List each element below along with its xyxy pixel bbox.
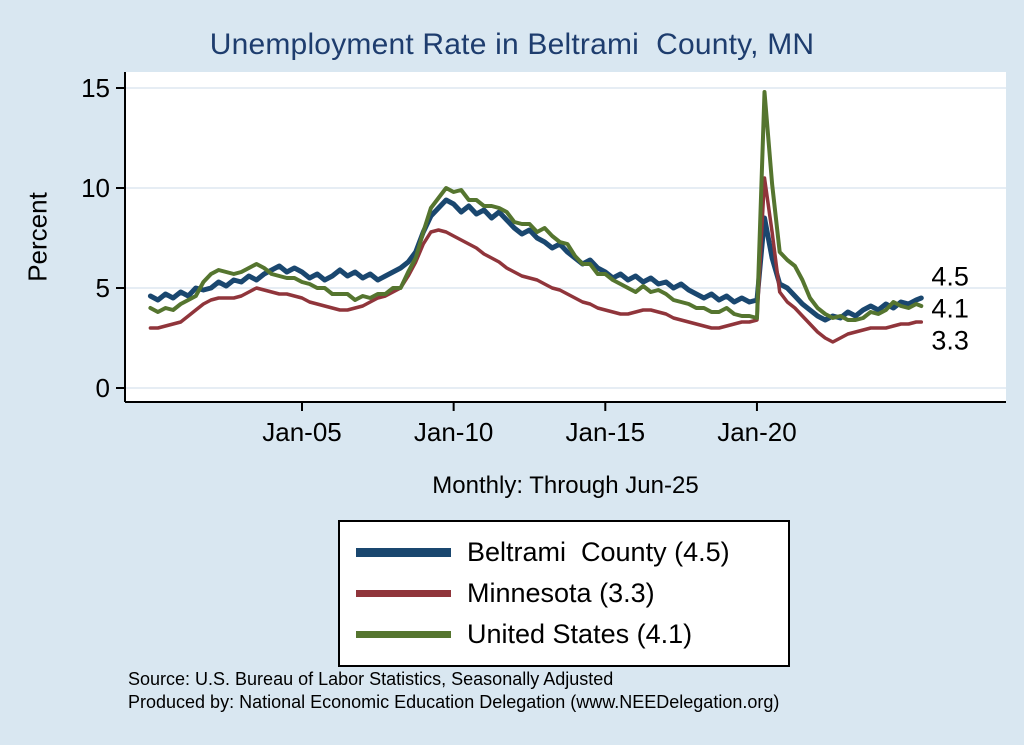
legend-label-beltrami-county: Beltrami County (4.5)	[467, 537, 730, 567]
y-tick-label: 0	[96, 373, 110, 403]
legend-label-minnesota: Minnesota (3.3)	[467, 578, 655, 608]
chart-title: Unemployment Rate in Beltrami County, MN	[209, 28, 815, 61]
end-label: 4.5	[931, 262, 969, 292]
series-line-1	[148, 176, 924, 344]
legend-label-united-states: United States (4.1)	[467, 619, 693, 649]
end-label: 4.1	[931, 294, 969, 324]
chart-subtitle: Monthly: Through Jun-25	[432, 472, 699, 499]
series-line-2	[148, 90, 924, 322]
x-tick-label: Jan-05	[262, 417, 342, 447]
produced-by-note: Produced by: National Economic Education…	[128, 692, 780, 713]
y-tick-label: 5	[96, 273, 110, 303]
x-tick-label: Jan-20	[717, 417, 797, 447]
end-label: 3.3	[931, 326, 969, 356]
x-tick-label: Jan-10	[414, 417, 494, 447]
plot-background	[125, 72, 1006, 402]
series-line-0	[147, 197, 924, 323]
y-tick-label: 10	[81, 173, 110, 203]
legend-item-minnesota: Minnesota (3.3)	[356, 573, 788, 614]
legend-item-beltrami-county: Beltrami County (4.5)	[356, 532, 788, 573]
legend-swatch-united-states	[356, 630, 451, 639]
x-tick-label: Jan-15	[566, 417, 646, 447]
legend-item-united-states: United States (4.1)	[356, 614, 788, 655]
source-note: Source: U.S. Bureau of Labor Statistics,…	[128, 669, 614, 689]
y-tick-label: 15	[81, 73, 110, 103]
legend: Beltrami County (4.5) Minnesota (3.3) Un…	[338, 520, 790, 667]
source-notes: Source: U.S. Bureau of Labor Statistics,…	[128, 668, 779, 714]
legend-swatch-minnesota	[356, 590, 451, 597]
plot-area: 0 5 10 15 Jan-05 Jan-10 Jan-15 Jan-20 4.54.13.3	[81, 72, 1006, 447]
legend-swatch-beltrami-county	[356, 548, 451, 557]
